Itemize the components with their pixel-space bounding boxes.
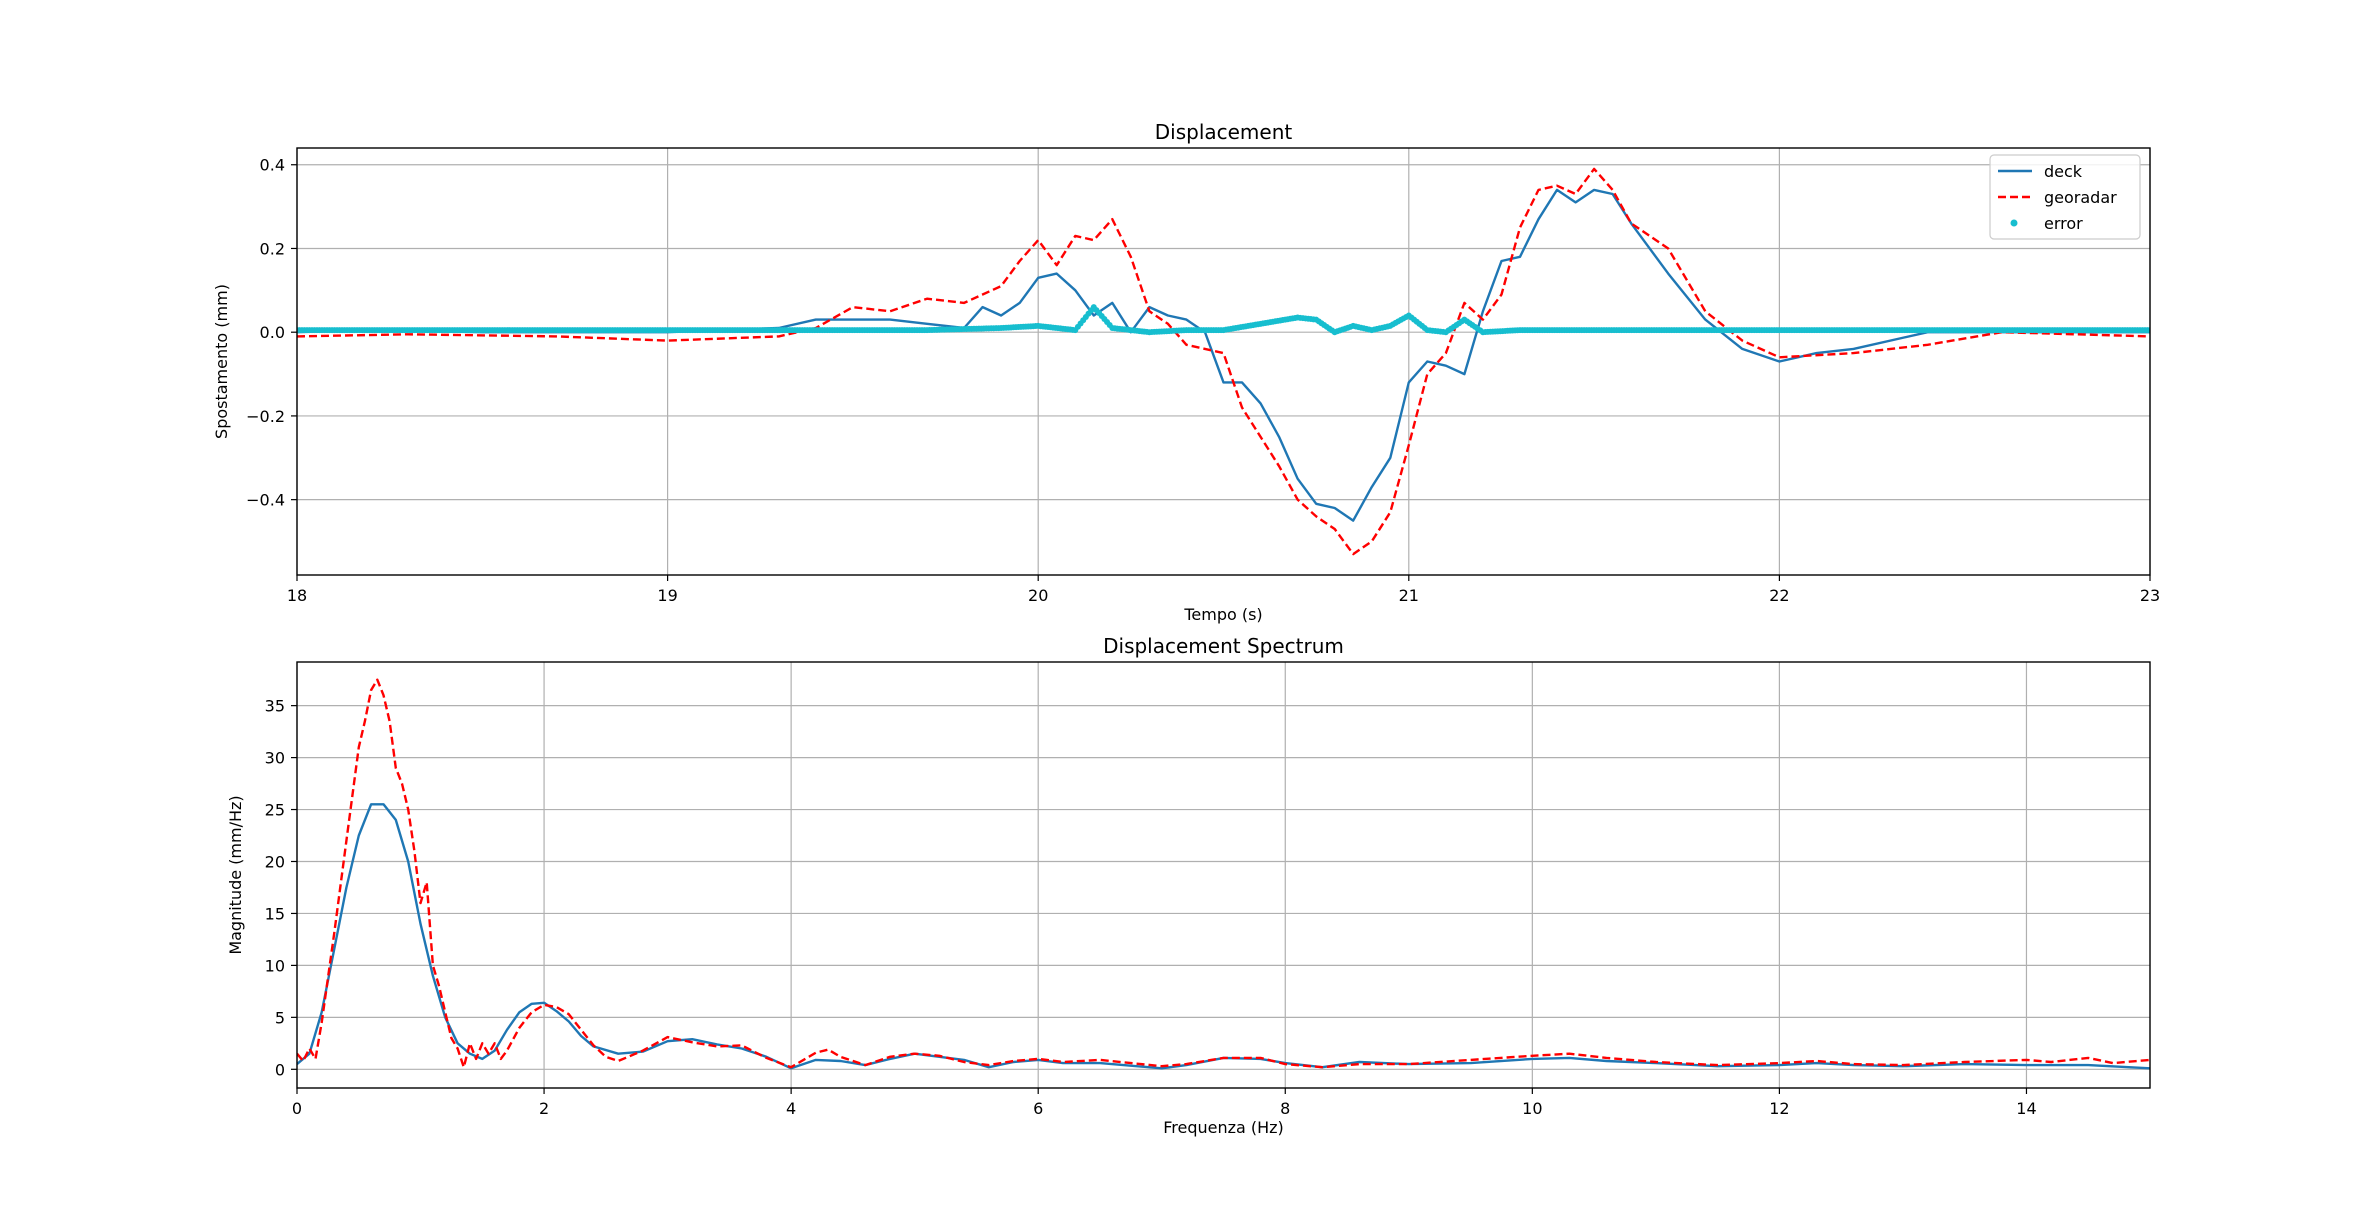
displacement-x-tick-label: 19 (657, 586, 677, 605)
spectrum-chart: 0 2 4 6 8 10 12 14 0 5 10 15 20 25 30 35 Displacement Sp… (226, 634, 2151, 1137)
displacement-axes-frame (296, 147, 2151, 576)
displacement-y-axis-label: Spostamento (mm) (212, 284, 231, 439)
legend-label-deck: deck (2044, 162, 2083, 181)
legend-marker-error (2010, 219, 2018, 227)
displacement-x-tick-label: 23 (2140, 586, 2160, 605)
displacement-series-error (297, 304, 2150, 336)
spectrum-y-tick-label: 20 (265, 852, 285, 871)
displacement-error-point (2147, 327, 2150, 334)
spectrum-y-tick-label: 10 (265, 956, 285, 975)
spectrum-series-deck (297, 803, 2150, 1070)
spectrum-y-tick-label: 5 (275, 1008, 285, 1027)
legend: deck georadar error (1989, 154, 2141, 240)
displacement-y-tick-label: −0.4 (246, 491, 285, 510)
displacement-y-tick-label: 0.2 (260, 239, 285, 258)
legend-label-georadar: georadar (2044, 188, 2117, 207)
displacement-title: Displacement (1155, 120, 1293, 144)
displacement-y-tick-label: 0.4 (260, 156, 285, 175)
spectrum-axes-frame (296, 661, 2151, 1089)
spectrum-x-axis-label: Frequenza (Hz) (1163, 1118, 1284, 1137)
spectrum-x-tick-label: 8 (1280, 1099, 1290, 1118)
spectrum-series-georadar (297, 678, 2150, 1069)
displacement-chart: 18 19 20 21 22 23 −0.4 −0.2 0.0 0.2 0.4 Displacemen… (212, 120, 2160, 624)
spectrum-title: Displacement Spectrum (1103, 634, 1344, 658)
displacement-plot-area (297, 167, 2150, 556)
legend-box (1989, 154, 2141, 240)
spectrum-x-tick-label: 14 (2016, 1099, 2036, 1118)
spectrum-y-tick-label: 30 (265, 749, 285, 768)
spectrum-y-tick-label: 35 (265, 697, 285, 716)
legend-label-error: error (2044, 214, 2083, 233)
spectrum-x-tick-label: 0 (292, 1099, 302, 1118)
spectrum-x-tick-label: 12 (1769, 1099, 1789, 1118)
spectrum-y-tick-label: 15 (265, 904, 285, 923)
spectrum-x-tick-label: 6 (1033, 1099, 1043, 1118)
displacement-x-tick-label: 18 (287, 586, 307, 605)
displacement-y-tick-label: −0.2 (246, 407, 285, 426)
spectrum-x-tick-label: 4 (786, 1099, 796, 1118)
spectrum-y-tick-label: 0 (275, 1060, 285, 1079)
displacement-series-georadar (297, 167, 2150, 556)
spectrum-x-tick-label: 2 (539, 1099, 549, 1118)
displacement-x-axis-label: Tempo (s) (1183, 605, 1262, 624)
displacement-y-tick-label: 0.0 (260, 323, 285, 342)
spectrum-x-tick-label: 10 (1522, 1099, 1542, 1118)
spectrum-y-axis-label: Magnitude (mm/Hz) (226, 795, 245, 954)
spectrum-plot-area (297, 678, 2150, 1070)
spectrum-y-tick-label: 25 (265, 801, 285, 820)
displacement-x-tick-label: 20 (1028, 586, 1048, 605)
displacement-x-tick-label: 22 (1769, 586, 1789, 605)
displacement-x-tick-label: 21 (1399, 586, 1419, 605)
